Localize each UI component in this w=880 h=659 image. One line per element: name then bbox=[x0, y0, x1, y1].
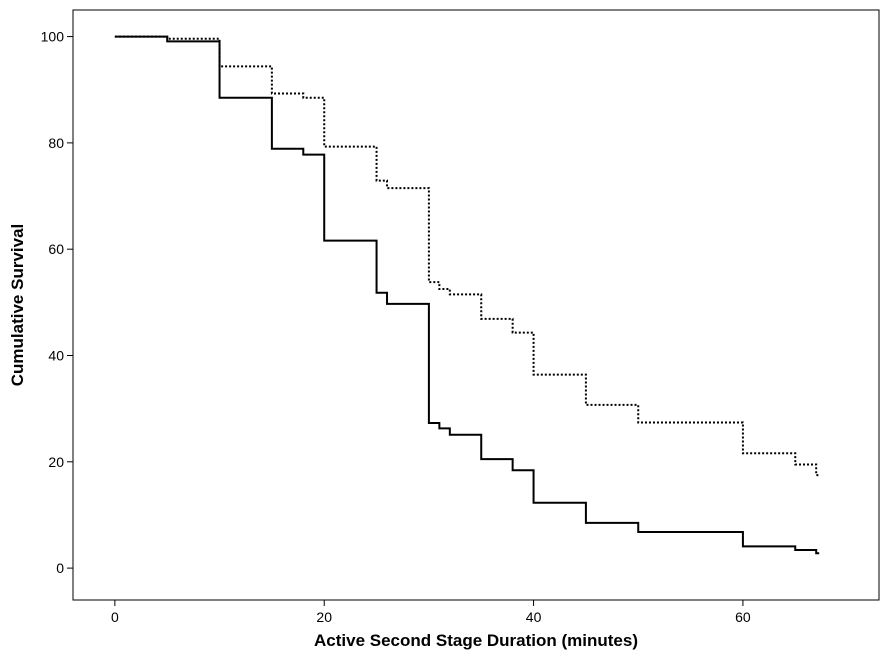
plot-area bbox=[72, 9, 880, 601]
x-axis-title: Active Second Stage Duration (minutes) bbox=[314, 631, 638, 650]
y-tick-label: 0 bbox=[56, 560, 64, 576]
y-tick-label: 60 bbox=[48, 241, 64, 257]
y-tick-label: 80 bbox=[48, 135, 64, 151]
x-tick-label: 20 bbox=[316, 609, 332, 625]
x-tick-label: 60 bbox=[735, 609, 751, 625]
x-tick-label: 0 bbox=[111, 609, 119, 625]
y-tick-label: 20 bbox=[48, 454, 64, 470]
y-tick-label: 40 bbox=[48, 347, 64, 363]
series-line-dotted bbox=[114, 35, 820, 477]
y-axis: 0 20 40 60 80 100 bbox=[41, 29, 73, 576]
series-line-solid bbox=[114, 35, 820, 555]
series-layer bbox=[114, 35, 820, 555]
x-axis: 0 20 40 60 bbox=[111, 600, 751, 625]
y-tick-label: 100 bbox=[41, 29, 65, 45]
x-tick-label: 40 bbox=[526, 609, 542, 625]
y-axis-title: Cumulative Survival bbox=[8, 224, 27, 387]
